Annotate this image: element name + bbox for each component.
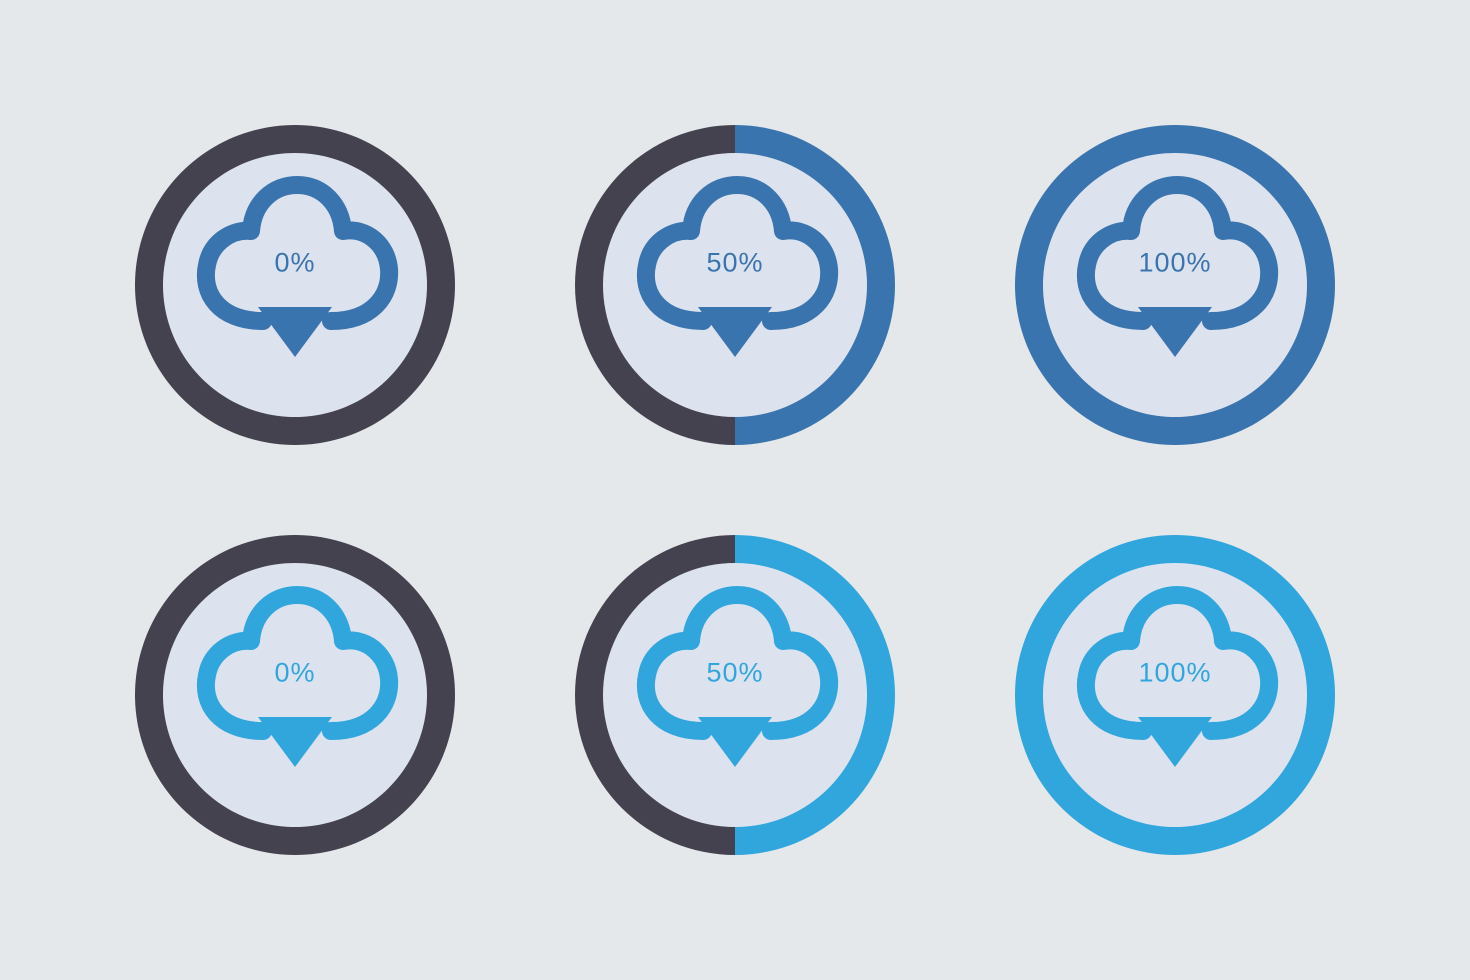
- progress-indicator: 100%: [1015, 535, 1335, 855]
- progress-ring-svg: [135, 535, 455, 855]
- progress-indicator: 0%: [135, 535, 455, 855]
- progress-ring-svg: [575, 535, 895, 855]
- progress-ring-svg: [135, 125, 455, 445]
- progress-grid: 0% 50% 100% 0% 50% 100: [135, 125, 1335, 855]
- progress-ring-svg: [575, 125, 895, 445]
- ring: [575, 125, 895, 445]
- ring: [1015, 535, 1335, 855]
- ring: [135, 125, 455, 445]
- progress-indicator: 50%: [575, 535, 895, 855]
- ring: [1015, 125, 1335, 445]
- percent-label: 0%: [274, 657, 315, 688]
- percent-label: 50%: [706, 657, 763, 688]
- ring: [575, 535, 895, 855]
- progress-indicator: 100%: [1015, 125, 1335, 445]
- percent-label: 100%: [1138, 657, 1211, 688]
- progress-ring-svg: [1015, 125, 1335, 445]
- percent-label: 50%: [706, 247, 763, 278]
- percent-label: 0%: [274, 247, 315, 278]
- percent-label: 100%: [1138, 247, 1211, 278]
- ring: [135, 535, 455, 855]
- progress-indicator: 50%: [575, 125, 895, 445]
- progress-indicator: 0%: [135, 125, 455, 445]
- progress-ring-svg: [1015, 535, 1335, 855]
